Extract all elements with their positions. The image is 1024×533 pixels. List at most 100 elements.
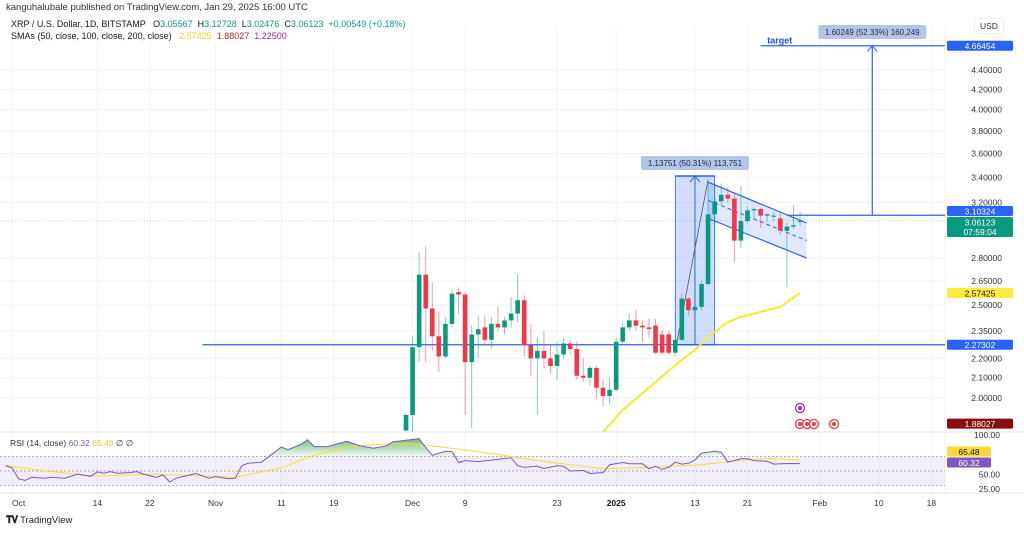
candle[interactable]	[686, 296, 691, 316]
candle-body	[646, 327, 652, 330]
candle-body	[515, 300, 520, 314]
candle[interactable]	[548, 345, 553, 374]
candle[interactable]	[489, 316, 494, 350]
candle[interactable]	[666, 330, 671, 355]
candle[interactable]	[535, 338, 540, 415]
candle[interactable]	[732, 192, 737, 263]
candle-body	[561, 343, 566, 355]
candle[interactable]	[613, 338, 619, 392]
rsi-badge-value: 65.48	[958, 447, 980, 457]
candle[interactable]	[607, 377, 612, 405]
candle[interactable]	[561, 338, 566, 359]
candle-body	[554, 354, 560, 366]
candle[interactable]	[482, 315, 488, 346]
candle[interactable]	[410, 336, 415, 432]
candle[interactable]	[699, 280, 704, 311]
candle[interactable]	[449, 290, 455, 328]
candle[interactable]	[528, 323, 534, 376]
candle[interactable]	[521, 295, 527, 357]
candle-body	[416, 274, 422, 348]
event-dot	[832, 422, 836, 426]
candle[interactable]	[423, 246, 429, 363]
candle[interactable]	[567, 339, 573, 355]
candle[interactable]	[745, 206, 750, 224]
candle[interactable]	[771, 211, 777, 222]
candle[interactable]	[456, 287, 461, 314]
date-tick: 23	[552, 498, 562, 508]
candle[interactable]	[403, 412, 409, 432]
candle[interactable]	[469, 325, 474, 429]
candle[interactable]	[508, 296, 514, 328]
price-badge-value: 2.27302	[965, 340, 996, 350]
events	[794, 402, 840, 430]
rsi-value: 60.32	[68, 438, 90, 448]
candle[interactable]	[429, 282, 435, 351]
candle[interactable]	[646, 318, 652, 339]
candle[interactable]	[659, 329, 665, 355]
sma-title[interactable]: SMAs (50, close, 100, close, 200, close)	[11, 30, 172, 41]
candle[interactable]	[443, 316, 448, 359]
candle-body	[502, 320, 507, 328]
sma100-value: 1.88027	[216, 30, 250, 41]
candle[interactable]	[672, 336, 678, 357]
currency-button[interactable]: USD	[974, 18, 1004, 34]
candle-body	[548, 358, 553, 366]
rsi-ma-line	[5, 443, 801, 478]
candle[interactable]	[705, 182, 711, 286]
candle[interactable]	[416, 252, 422, 363]
candle[interactable]	[679, 293, 685, 342]
candle[interactable]	[600, 379, 606, 407]
candle-body	[535, 350, 540, 359]
candle[interactable]	[587, 365, 593, 386]
sma50-line	[602, 292, 801, 433]
candle[interactable]	[495, 306, 501, 331]
candle[interactable]	[758, 207, 763, 228]
candle[interactable]	[581, 358, 586, 382]
price-badge-value: 1.88027	[965, 419, 996, 429]
candle-body	[640, 325, 645, 328]
candle[interactable]	[751, 207, 757, 220]
date-tick: Oct	[12, 498, 26, 508]
candle[interactable]	[462, 292, 468, 415]
candle[interactable]	[653, 318, 658, 355]
candle[interactable]	[574, 341, 580, 380]
channel-lower-line[interactable]	[707, 217, 807, 259]
candle[interactable]	[640, 320, 645, 342]
candle[interactable]	[626, 313, 632, 331]
candle-body	[469, 334, 474, 363]
price-tick: 4.00000	[971, 105, 1002, 115]
rsi-title[interactable]: RSI (14, close)	[10, 438, 67, 448]
candle-body	[745, 210, 750, 222]
candle[interactable]	[791, 205, 796, 230]
symbol-title[interactable]: XRP / U.S. Dollar, 1D, BITSTAMP	[11, 19, 146, 29]
candle[interactable]	[784, 222, 790, 288]
candle[interactable]	[738, 185, 744, 248]
candle-body	[587, 367, 593, 378]
candle[interactable]	[502, 316, 507, 335]
candle[interactable]	[475, 315, 481, 359]
sma50-value: 2.57425	[179, 30, 212, 41]
candle[interactable]	[778, 213, 783, 235]
candle[interactable]	[541, 330, 547, 368]
candle[interactable]	[515, 274, 520, 323]
candle[interactable]	[436, 311, 442, 372]
candle[interactable]	[764, 213, 770, 223]
candle[interactable]	[692, 277, 698, 317]
channel-upper-line[interactable]	[707, 181, 807, 224]
rsi-tick: 50.00	[979, 470, 1001, 480]
candle[interactable]	[725, 187, 731, 203]
price-badge	[947, 418, 1013, 429]
tradingview-brand[interactable]: 𝐓𝐕 TradingView	[6, 515, 72, 526]
rsi-tick: 25.00	[979, 484, 1001, 494]
candle[interactable]	[620, 322, 626, 346]
candle[interactable]	[718, 183, 724, 206]
candle[interactable]	[554, 341, 560, 380]
candle[interactable]	[797, 212, 803, 226]
price-badge-value: 3.06123	[965, 217, 996, 227]
candle[interactable]	[594, 365, 599, 398]
candle[interactable]	[633, 310, 639, 331]
date-tick: 14	[93, 498, 103, 508]
candle[interactable]	[712, 183, 717, 245]
candle-body	[692, 306, 698, 311]
